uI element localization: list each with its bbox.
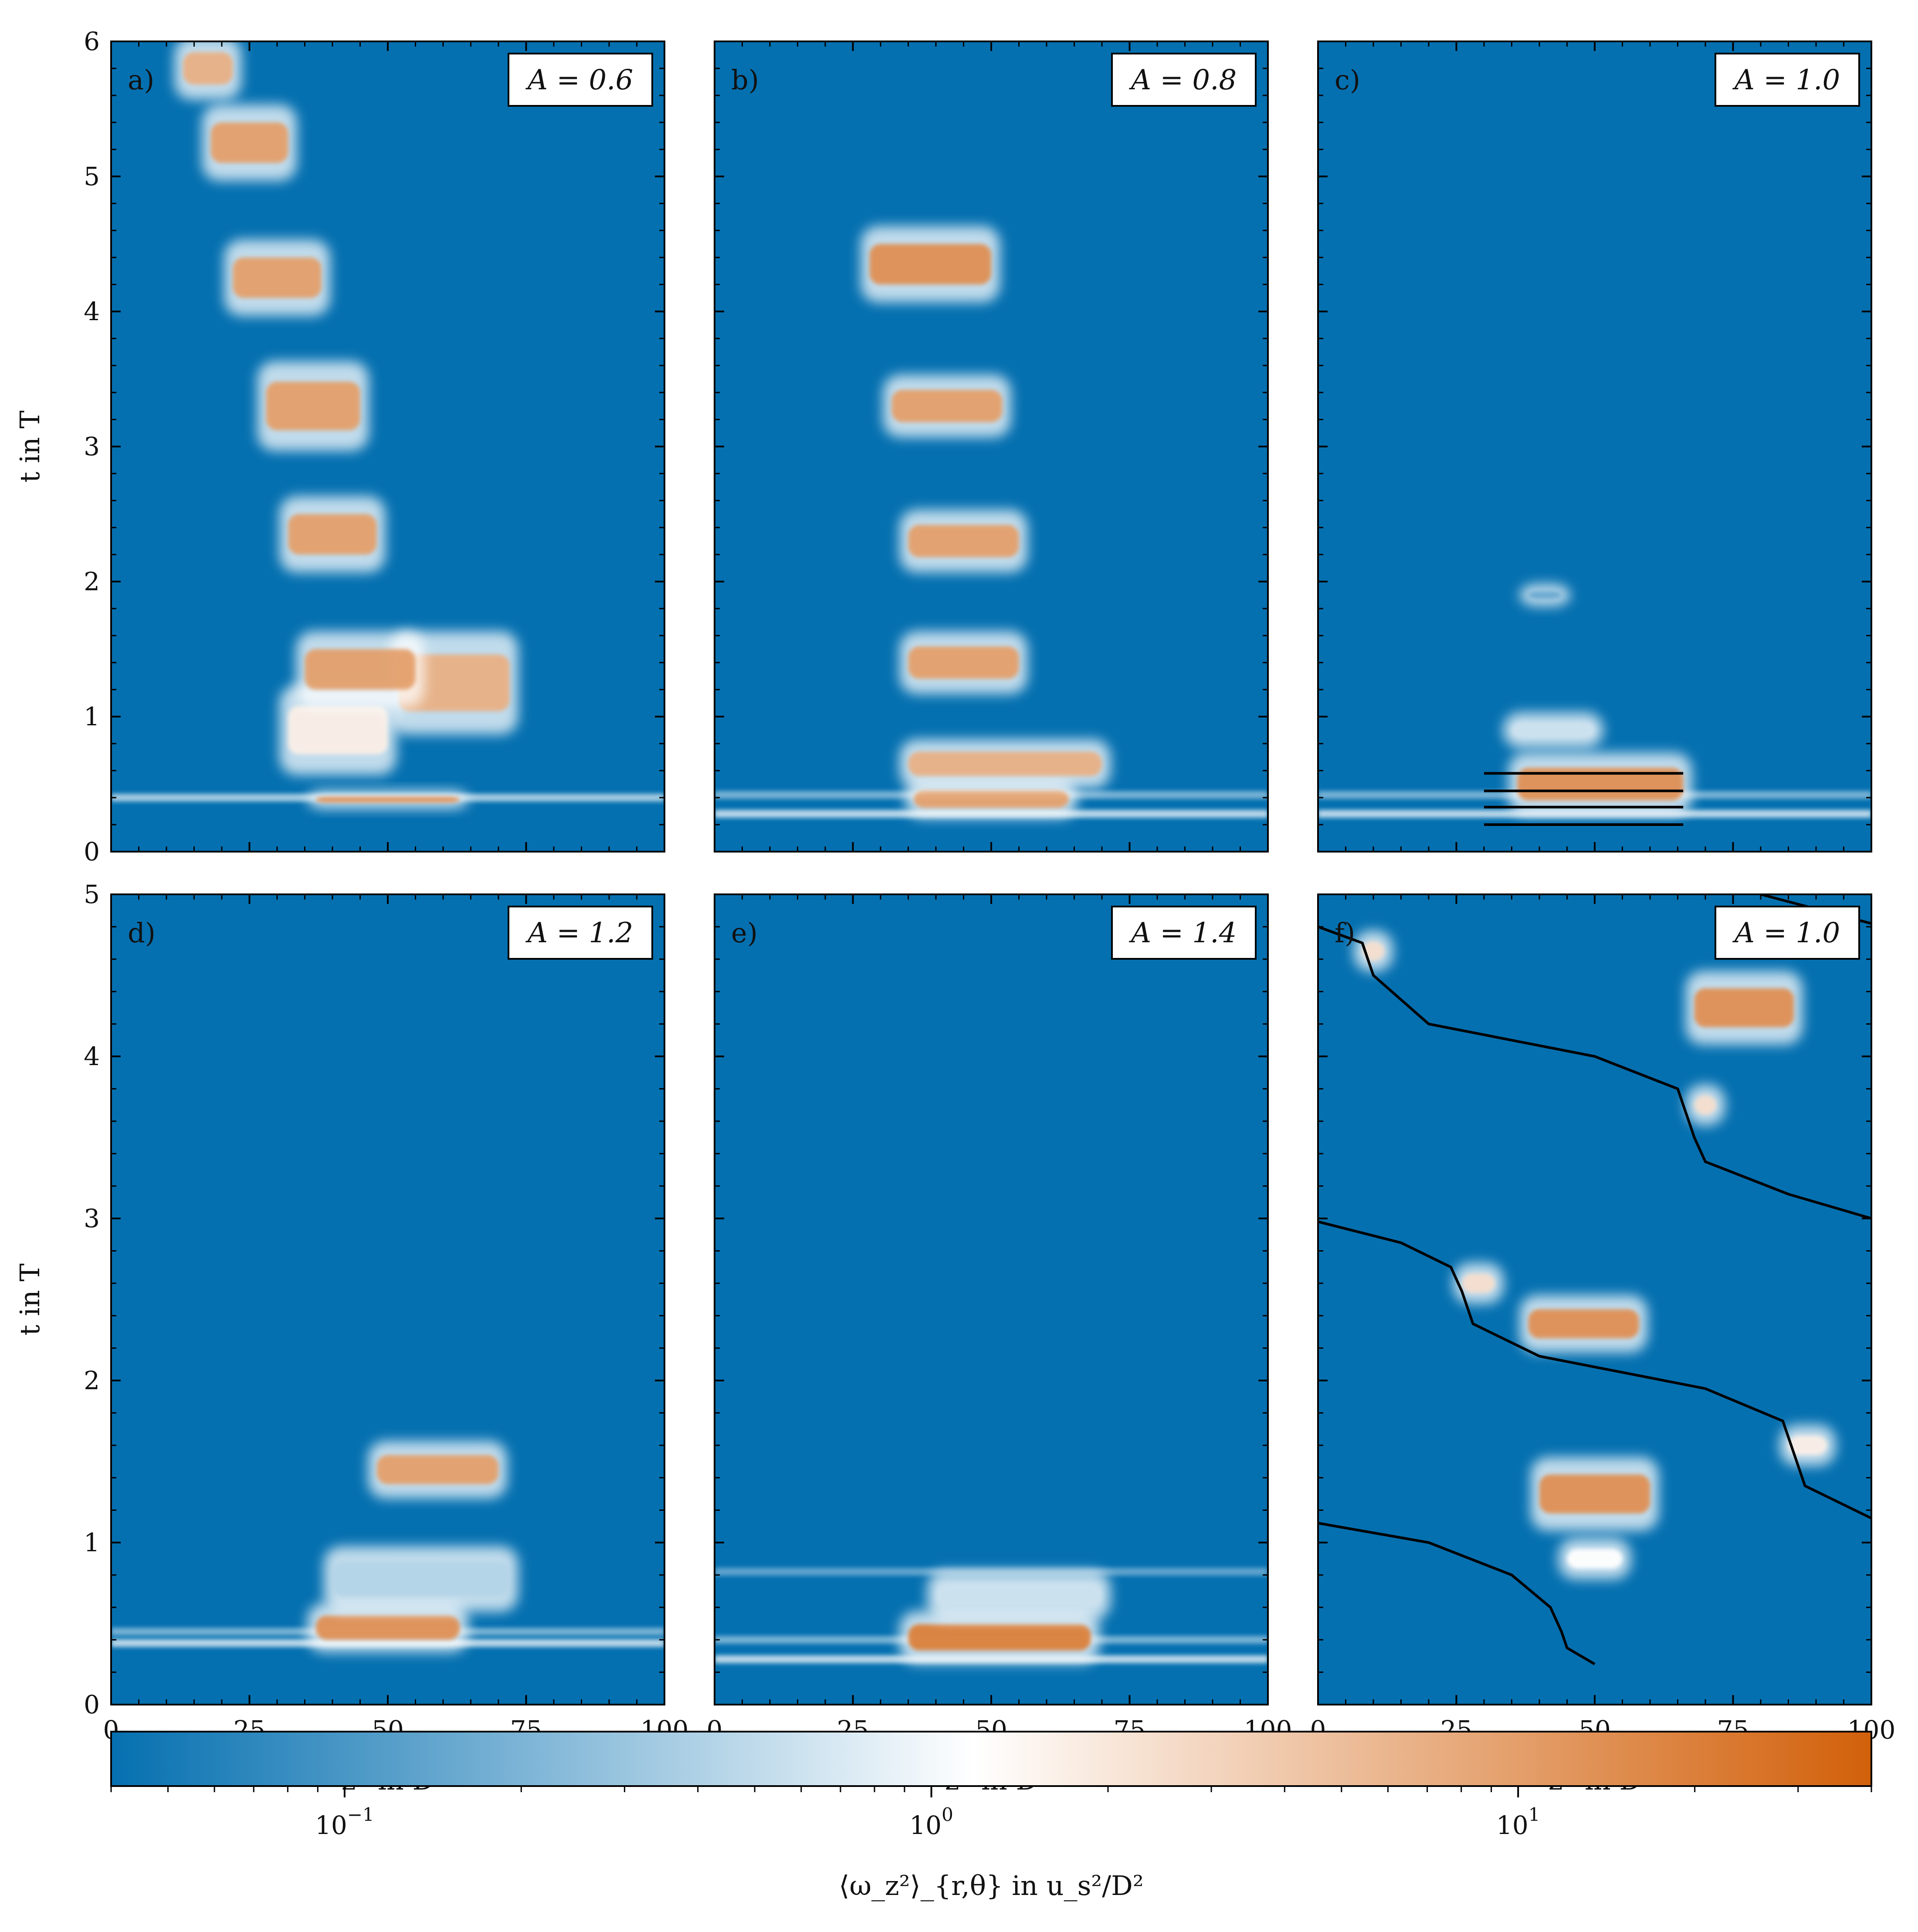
colorbar-gradient (110, 1731, 1872, 1787)
heatmap-burst (174, 41, 242, 100)
heatmap-burst (307, 1603, 469, 1652)
heatmap-burst (324, 1546, 518, 1612)
heatmap-burst (1503, 712, 1603, 748)
panel-letter: e) (731, 917, 758, 949)
parameter-label: A = 0.8 (1129, 64, 1237, 96)
y-tick-label: 3 (84, 432, 100, 461)
heatmap-burst (883, 375, 1011, 437)
colorbar: 10−1 100 101 ⟨ω_z²⟩_{r,θ} in u_s²/D² (110, 1731, 1872, 1902)
trajectory-line (1318, 1522, 1596, 1665)
y-axis-title: t in T (14, 1263, 46, 1335)
y-tick-label: 0 (84, 837, 100, 866)
trajectory-line (1318, 925, 1871, 1220)
heatmap-burst (279, 685, 396, 775)
y-tick-label: 6 (84, 27, 100, 56)
heatmap-burst (927, 1570, 1111, 1620)
colorbar-tick-label: 10−1 (315, 1804, 374, 1840)
heatmap-burst (899, 631, 1028, 694)
heatmap-burst (224, 240, 330, 316)
heatmap-background (715, 41, 1268, 852)
y-tick-label: 1 (84, 702, 100, 731)
y-tick-label: 4 (84, 1042, 100, 1071)
heatmap-burst (368, 1441, 507, 1499)
heatmap-burst (1685, 971, 1803, 1045)
heatmap-burst (1519, 1295, 1648, 1353)
y-tick-label: 0 (84, 1690, 100, 1719)
heatmap-burst (296, 631, 424, 707)
panel-letter: f) (1335, 917, 1355, 949)
heatmap-burst (1685, 1084, 1725, 1126)
y-tick-label: 3 (84, 1204, 100, 1233)
y-tick-label: 2 (84, 1366, 100, 1395)
heatmap-burst (861, 226, 1000, 302)
parameter-box (1111, 53, 1257, 107)
parameter-box (508, 906, 653, 960)
parameter-label: A = 1.0 (1732, 917, 1840, 949)
parameter-label: A = 1.0 (1732, 64, 1840, 96)
panel-letter: b) (731, 64, 759, 96)
heatmap-burst (905, 780, 1078, 819)
panel-b: b) A = 0.8 (714, 41, 1269, 853)
parameter-label: A = 0.6 (525, 64, 633, 96)
heatmap-burst (1779, 1424, 1836, 1466)
heatmap-burst (1453, 1262, 1504, 1304)
heatmap-burst (1531, 1457, 1659, 1531)
panel-letter: a) (128, 64, 154, 96)
heatmap-burst (257, 361, 369, 451)
parameter-box (1715, 53, 1860, 107)
y-tick-label: 5 (84, 880, 100, 909)
heatmap-burst (1558, 1538, 1631, 1580)
y-tick-label: 5 (84, 162, 100, 191)
panel-c: c) A = 1.0 (1317, 41, 1872, 853)
y-tick-label: 4 (84, 297, 100, 326)
parameter-box (508, 53, 653, 107)
colorbar-label: ⟨ω_z²⟩_{r,θ} in u_s²/D² (839, 1870, 1143, 1902)
panels: 0 1 2 3 4 5 6 a) A = 0.6 t in T b) A = 0.8 c) A = 1.0… (14, 27, 1895, 1796)
heatmap-burst (899, 739, 1111, 788)
heatmap-burst (899, 1611, 1100, 1664)
heatmap-burst (307, 790, 469, 809)
parameter-box (1111, 906, 1257, 960)
panel-letter: d) (128, 917, 156, 949)
trajectory-line (1318, 1220, 1871, 1519)
y-tick-label: 2 (84, 567, 100, 596)
colorbar-tick-label: 101 (1496, 1804, 1540, 1840)
heatmap-burst (899, 510, 1028, 572)
y-tick-label: 1 (84, 1528, 100, 1557)
heatmap-burst (1508, 753, 1692, 815)
parameter-label: A = 1.2 (525, 917, 633, 949)
colorbar-tick-label: 100 (909, 1804, 953, 1840)
heatmap-burst (1353, 930, 1393, 972)
parameter-label: A = 1.4 (1129, 917, 1237, 949)
y-axis-title: t in T (14, 410, 46, 482)
heatmap-burst (279, 496, 386, 572)
heatmap-burst (202, 105, 297, 181)
panel-a: 0 1 2 3 4 5 6 a) A = 0.6 t in T (14, 27, 665, 866)
panel-letter: c) (1335, 64, 1360, 96)
parameter-box (1715, 906, 1860, 960)
heatmap-burst (1519, 584, 1570, 606)
